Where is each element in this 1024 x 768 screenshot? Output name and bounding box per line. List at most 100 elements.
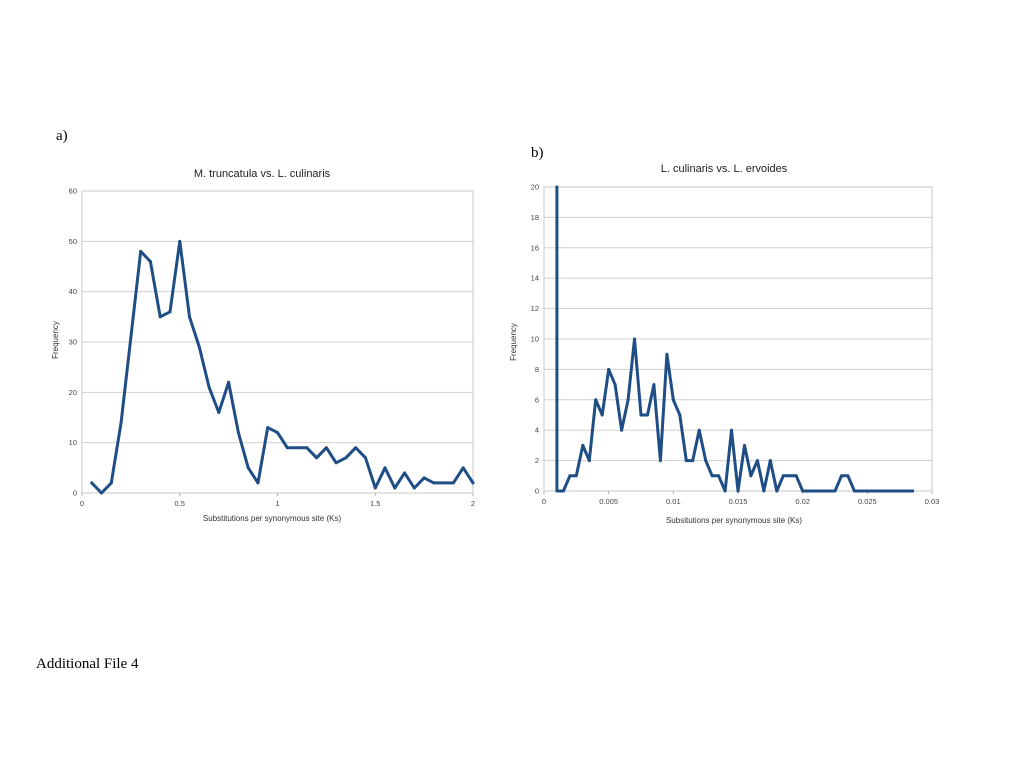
chart-b-data-point xyxy=(859,489,863,493)
chart-b-data-point xyxy=(594,398,598,402)
chart-b-data-point xyxy=(691,459,695,463)
chart-b-data-point xyxy=(865,489,869,493)
chart-b-data-point xyxy=(898,489,902,493)
chart-a-ylabel: Frequency xyxy=(51,321,60,359)
chart-a-xtick-label: 1.5 xyxy=(370,499,380,508)
chart-b-data-point xyxy=(794,474,798,478)
chart-b-data-point xyxy=(574,474,578,478)
chart-b-data-point xyxy=(891,489,895,493)
chart-b-data-point xyxy=(755,459,759,463)
chart-a-gridlines xyxy=(82,190,473,494)
chart-b-gridlines xyxy=(544,186,932,492)
chart-b-data-point xyxy=(652,383,656,387)
chart-b-data-point xyxy=(749,474,753,478)
chart-a-data-point xyxy=(158,315,162,319)
chart-b-xlabel: Subsitutions per synonymous site (Ks) xyxy=(666,516,802,525)
chart-b-data-point xyxy=(723,489,727,493)
chart-b-data-point xyxy=(820,489,824,493)
chart-b-ytick-label: 20 xyxy=(531,183,539,192)
chart-b-data-point xyxy=(607,367,611,371)
chart-b-data-point xyxy=(633,337,637,341)
chart-a-data-point xyxy=(471,481,475,485)
chart-b-data-point xyxy=(775,489,779,493)
chart-a-data-point xyxy=(393,486,397,490)
chart-a-title: M. truncatula vs. L. culinaris xyxy=(194,168,331,180)
chart-a-ytick-label: 50 xyxy=(69,237,77,246)
chart-b-ytick-label: 2 xyxy=(535,456,539,465)
chart-a-data-point xyxy=(363,456,367,460)
chart-b-data-point xyxy=(587,459,591,463)
chart-b-data-point xyxy=(613,383,617,387)
footer-caption: Additional File 4 xyxy=(36,656,139,672)
chart-a-ytick-label: 30 xyxy=(69,338,77,347)
chart-b-ytick-label: 12 xyxy=(531,304,539,313)
chart-b-data-point xyxy=(788,474,792,478)
chart-b-xtick-label: 0.03 xyxy=(925,497,940,506)
chart-b-data-point xyxy=(904,489,908,493)
chart-b-data-point xyxy=(581,443,585,447)
chart-a-data-point xyxy=(354,446,358,450)
chart-a-ytick-label: 20 xyxy=(69,388,77,397)
chart-a-xtick-label: 2 xyxy=(471,499,475,508)
chart-b-data-point xyxy=(626,398,630,402)
chart-a-data-point xyxy=(148,259,152,263)
chart-b-xtick-label: 0.02 xyxy=(795,497,810,506)
chart-b-data-point xyxy=(846,474,850,478)
chart-a-data-point xyxy=(334,461,338,465)
chart-a-data-point xyxy=(412,486,416,490)
chart-a-data-point xyxy=(168,310,172,314)
chart-a-data-point xyxy=(119,421,123,425)
chart-b-ytick-label: 6 xyxy=(535,395,539,404)
chart-a-data-point xyxy=(295,446,299,450)
chart-b-data-point xyxy=(561,489,565,493)
chart-b-data-point xyxy=(678,413,682,417)
chart-b-ylabel: Frequency xyxy=(509,323,518,361)
chart-a-data-point xyxy=(442,481,446,485)
chart-a-ytick-label: 60 xyxy=(69,187,77,196)
panel-b-label: b) xyxy=(531,145,544,161)
chart-a-data-point xyxy=(90,481,94,485)
chart-a-data-point xyxy=(236,431,240,435)
chart-a-data-point xyxy=(100,491,104,495)
chart-a-data-point xyxy=(266,426,270,430)
chart-b-data-point xyxy=(704,459,708,463)
chart-a-data-point xyxy=(432,481,436,485)
chart-a-data-point xyxy=(246,466,250,470)
chart-b-data-point xyxy=(658,459,662,463)
chart-b-data-point xyxy=(814,489,818,493)
chart-b-xtick-label: 0 xyxy=(542,497,546,506)
chart-b-data-point xyxy=(665,352,669,356)
chart-a-data-point xyxy=(276,431,279,435)
chart-a-data-point xyxy=(256,481,260,485)
chart-b-data-point xyxy=(671,398,675,402)
chart-a-xtick-label: 0.5 xyxy=(175,499,185,508)
chart-b-ytick-label: 8 xyxy=(535,365,539,374)
chart-a-data-point xyxy=(217,410,221,414)
chart-b-ytick-label: 0 xyxy=(535,487,539,496)
chart-b: L. culinaris vs. L. ervoides Subsitution… xyxy=(509,163,940,525)
chart-b-data-point xyxy=(768,459,772,463)
chart-a-ytick-label: 0 xyxy=(73,489,77,498)
chart-a-data-point xyxy=(344,456,348,460)
chart-b-data-point xyxy=(555,185,559,189)
chart-b-data-point xyxy=(827,489,831,493)
chart-b-xtick-label: 0.01 xyxy=(666,497,681,506)
chart-b-data-point xyxy=(736,489,740,493)
chart-a-xtick-label: 0 xyxy=(80,499,84,508)
chart-a-data-point xyxy=(315,456,319,460)
chart-a-series-line xyxy=(90,239,475,495)
chart-a-data-point xyxy=(373,486,377,490)
chart-a-data-point xyxy=(188,315,192,319)
chart-a-data-point xyxy=(139,249,143,253)
chart-b-data-point xyxy=(555,489,559,493)
chart-a-data-point xyxy=(422,476,426,480)
chart-a-data-point xyxy=(109,481,113,485)
chart-b-data-point xyxy=(852,489,856,493)
chart-a-data-points xyxy=(90,239,475,495)
chart-b-xtick-label: 0.005 xyxy=(599,497,618,506)
chart-b-data-point xyxy=(730,428,734,432)
chart-b-data-point xyxy=(645,413,649,417)
chart-b-ytick-label: 16 xyxy=(531,243,539,252)
chart-b-data-point xyxy=(801,489,805,493)
chart-b-data-point xyxy=(781,474,785,478)
